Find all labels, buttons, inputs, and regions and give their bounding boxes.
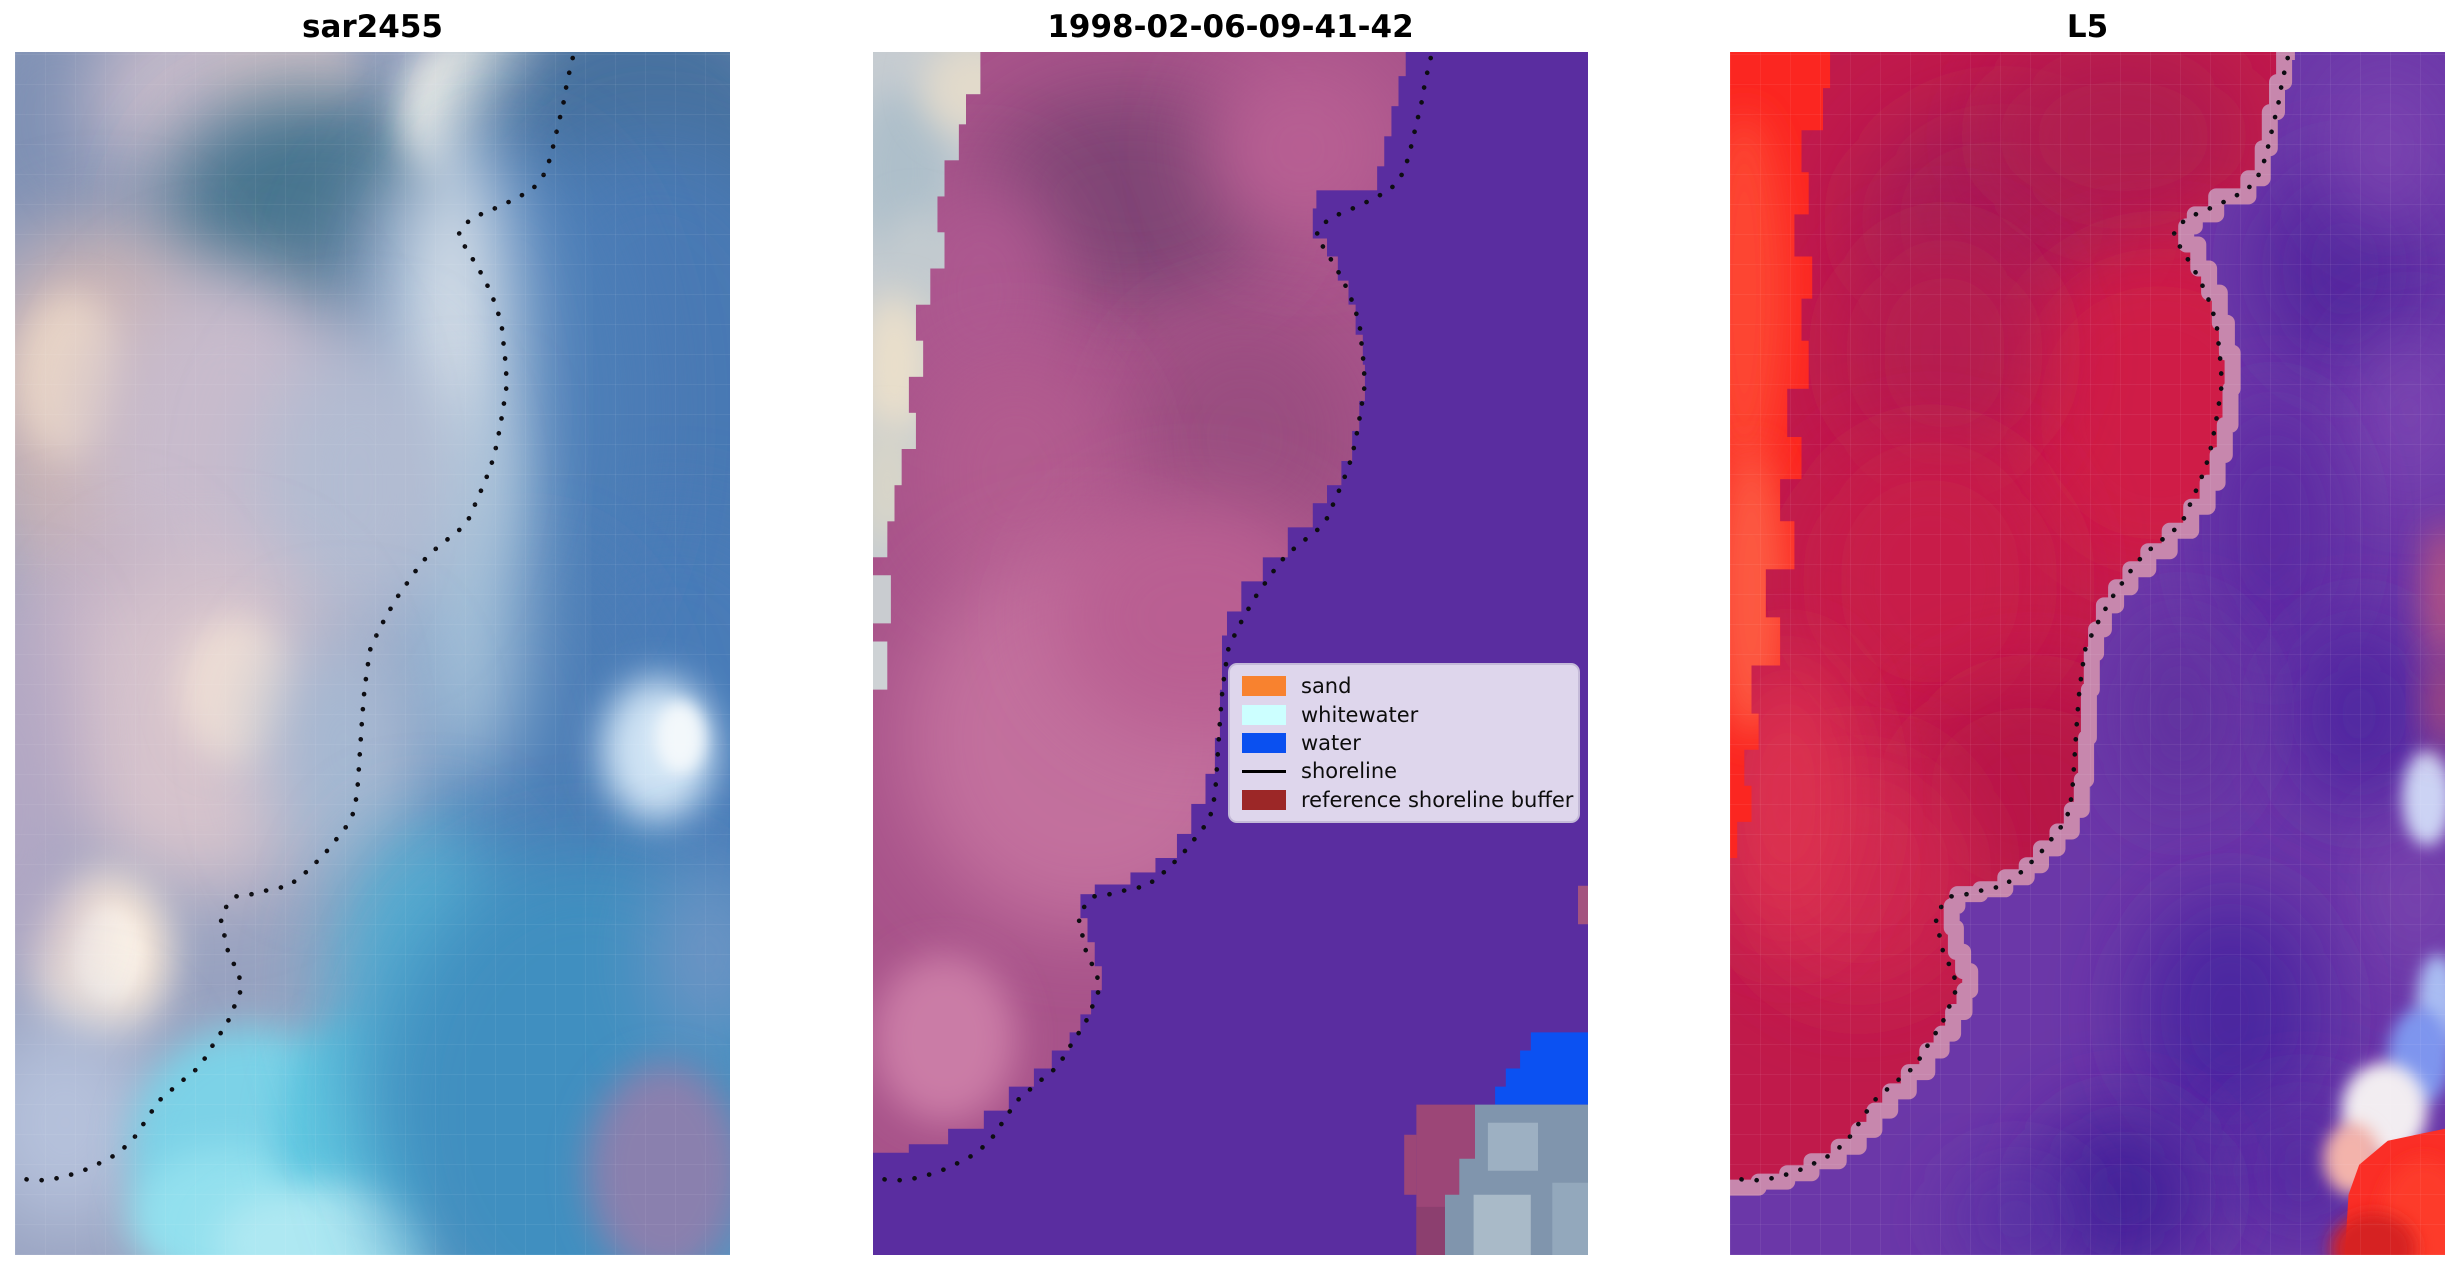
legend-label: whitewater: [1301, 702, 1419, 727]
legend-label: reference shoreline buffer: [1301, 787, 1574, 812]
legend-item-shoreline: shoreline: [1242, 757, 1566, 785]
legend-item-water: water: [1242, 729, 1566, 757]
l5-image-canvas: [1730, 52, 2445, 1255]
legend-label: shoreline: [1301, 759, 1398, 784]
panel-l5-image: [1730, 52, 2445, 1255]
panel-title-date: 1998-02-06-09-41-42: [1047, 9, 1414, 45]
legend: sand whitewater water shoreline referenc…: [1228, 663, 1580, 823]
reference-buffer-swatch: [1242, 789, 1286, 810]
legend-label: sand: [1301, 674, 1352, 699]
classified-image-canvas: [873, 52, 1588, 1255]
legend-item-reference-buffer: reference shoreline buffer: [1242, 786, 1573, 814]
sand-swatch: [1242, 676, 1286, 697]
panel-sar2455-image: [15, 52, 730, 1255]
legend-item-sand: sand: [1242, 672, 1566, 700]
legend-item-whitewater: whitewater: [1242, 700, 1566, 728]
sar2455-image-canvas: [15, 52, 730, 1255]
panel-classified-image: sand whitewater water shoreline referenc…: [873, 52, 1588, 1255]
panel-title-l5: L5: [2066, 9, 2109, 45]
shoreline-line-swatch: [1242, 769, 1286, 773]
panel-title-sar2455: sar2455: [302, 9, 443, 45]
water-swatch: [1242, 733, 1286, 754]
legend-label: water: [1301, 731, 1361, 756]
whitewater-swatch: [1242, 704, 1286, 725]
